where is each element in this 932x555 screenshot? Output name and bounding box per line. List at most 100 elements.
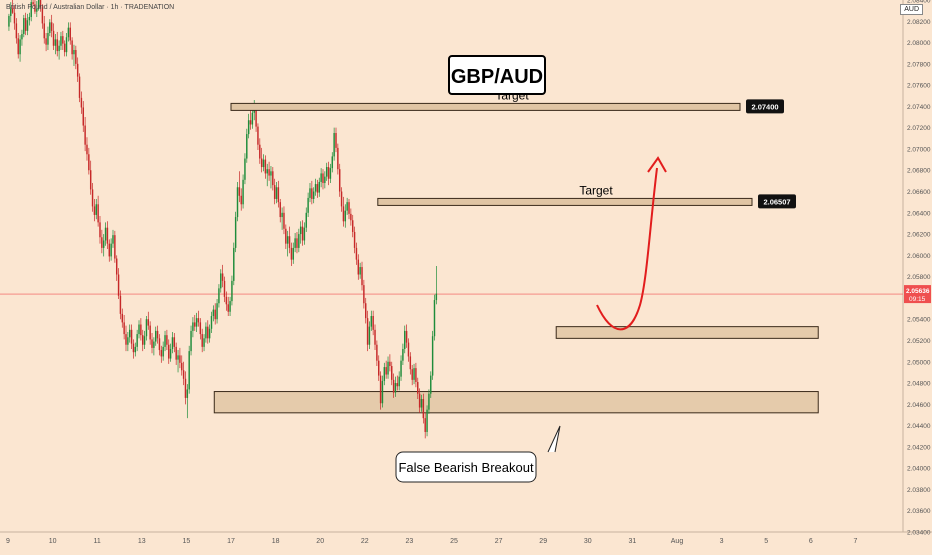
candle-body (60, 36, 62, 46)
candle-body (244, 158, 246, 180)
candle-body (45, 38, 47, 45)
candle-body (402, 348, 404, 361)
candle-body (430, 375, 432, 394)
candle-body (114, 235, 116, 259)
candle-body (13, 12, 16, 24)
candle-body (366, 318, 369, 345)
target-level-band[interactable] (230, 102, 741, 111)
candle-body (234, 217, 237, 248)
candle-body (168, 344, 170, 359)
candle-body (286, 236, 289, 244)
candle-body (324, 176, 326, 184)
candle-body (340, 191, 343, 207)
candle-body (99, 222, 101, 238)
candle-body (311, 188, 313, 199)
x-tick-label: 18 (272, 538, 280, 545)
y-tick-label: 2.07600 (907, 83, 931, 90)
chart-title: GBP/AUD (451, 66, 543, 88)
candle-body (357, 259, 360, 275)
candle-body (238, 187, 241, 196)
candle-body (88, 154, 90, 171)
candle-body (115, 258, 118, 275)
candle-body (266, 169, 268, 174)
candle-body (283, 212, 285, 229)
candle-body (91, 189, 94, 207)
candle-body (84, 125, 86, 145)
candle-body (322, 173, 324, 184)
candle-body (417, 381, 419, 394)
y-tick-label: 2.06000 (907, 253, 931, 260)
candle-body (160, 350, 163, 357)
candle-body (24, 18, 27, 31)
candle-body (121, 313, 124, 323)
candle-body (255, 108, 257, 127)
candle-body (424, 418, 426, 432)
y-tick-label: 2.06400 (907, 210, 931, 217)
candle-body (262, 159, 265, 168)
candle-body (76, 63, 79, 77)
candle-body (86, 144, 88, 155)
x-tick-label: 22 (361, 538, 369, 545)
candle-body (112, 235, 114, 244)
y-tick-label: 2.03800 (907, 487, 931, 494)
candle-body (97, 204, 99, 223)
candle-body (208, 328, 211, 339)
candle-body (142, 335, 144, 345)
candle-body (231, 280, 233, 302)
target-price-tag (758, 194, 796, 209)
candle-body (240, 195, 242, 205)
candle-body (93, 206, 96, 215)
chart-title-box (448, 55, 546, 95)
y-tick-label: 2.07800 (907, 61, 931, 68)
candle-body (175, 346, 177, 360)
candle-body (207, 326, 209, 339)
y-tick-label: 2.07200 (907, 125, 931, 132)
currency-badge[interactable]: AUD (900, 4, 923, 15)
target-level-band[interactable] (377, 197, 753, 206)
candle-body (391, 366, 393, 380)
candle-body (106, 227, 109, 244)
y-tick-label: 2.06200 (907, 232, 931, 239)
x-tick-label: 20 (316, 538, 324, 545)
candle-body (73, 50, 75, 55)
candle-body (181, 362, 183, 371)
candle-body (236, 187, 239, 218)
candle-body (420, 399, 423, 408)
candle-body (197, 318, 200, 323)
candle-body (34, 4, 36, 12)
y-tick-label: 2.05800 (907, 274, 931, 281)
candle-body (71, 40, 73, 55)
candle-body (381, 380, 384, 404)
candle-body (413, 368, 415, 380)
candle-body (10, 8, 12, 16)
y-tick-label: 2.06800 (907, 168, 931, 175)
candle-body (325, 167, 328, 177)
candle-body (409, 356, 412, 370)
candle-body (264, 159, 267, 174)
candle-body (145, 319, 148, 337)
candle-body (359, 267, 361, 275)
candle-body (104, 227, 107, 241)
candle-body (102, 240, 105, 248)
candle-body (361, 267, 363, 286)
x-tick-label: 30 (584, 538, 592, 545)
candle-body (169, 348, 172, 359)
y-tick-label: 2.07000 (907, 146, 931, 153)
candle-body (227, 304, 229, 312)
candle-body (39, 0, 42, 8)
candle-body (370, 316, 373, 327)
zone-rect[interactable] (213, 391, 819, 414)
candle-body (411, 369, 413, 380)
candle-body (320, 173, 322, 182)
zone-rect[interactable] (555, 326, 819, 339)
candle-body (203, 338, 205, 347)
candle-body (30, 2, 32, 18)
candle-body (225, 296, 228, 305)
candle-body (43, 23, 45, 39)
candle-body (277, 187, 280, 203)
candle-body (398, 376, 400, 387)
candle-body (192, 322, 194, 331)
candle-body (62, 36, 64, 44)
